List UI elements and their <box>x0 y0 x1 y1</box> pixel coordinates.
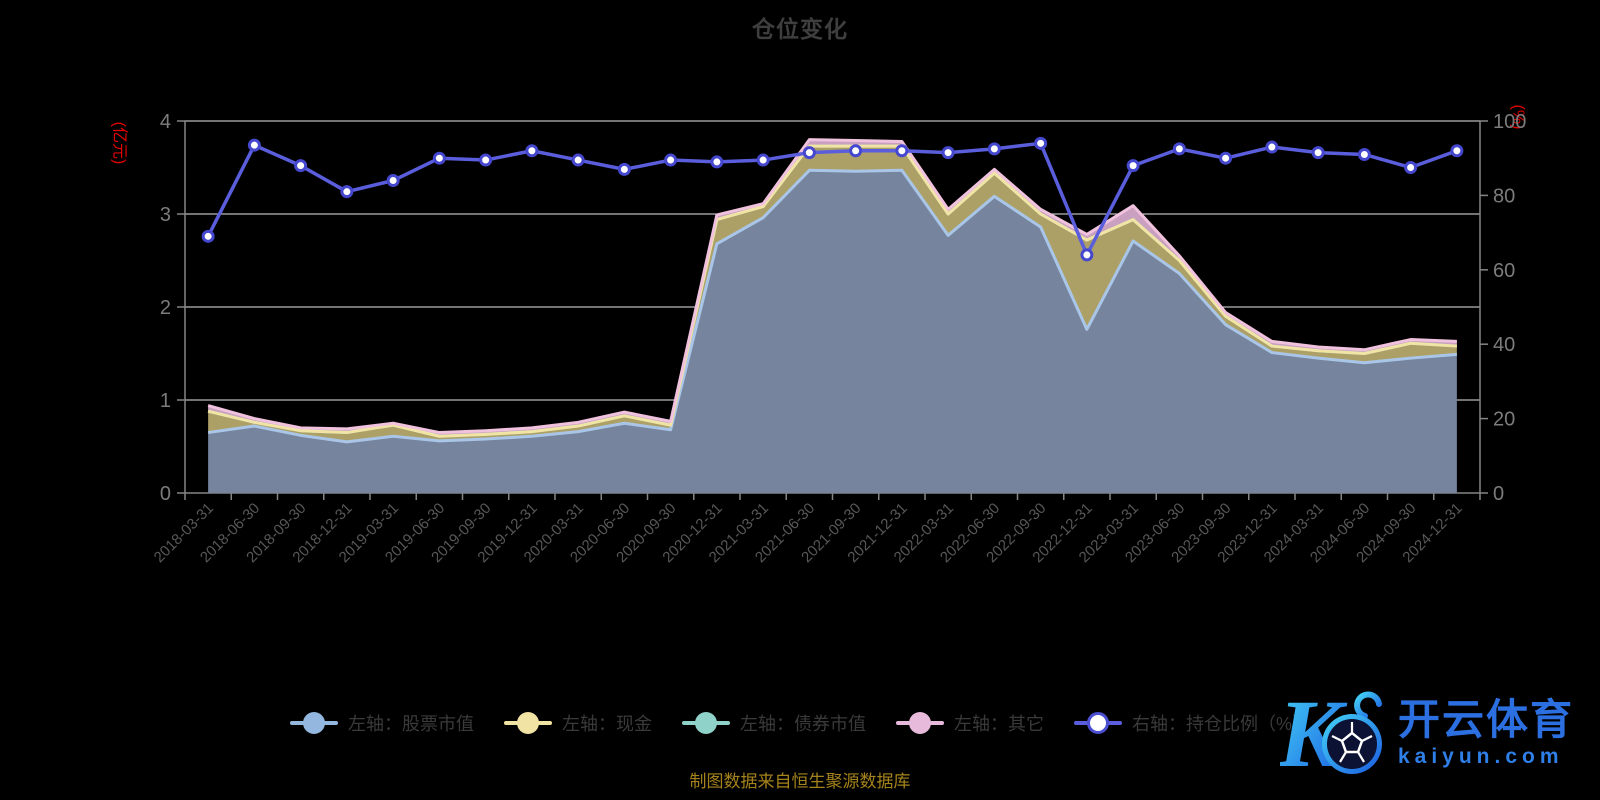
legend-label: 左轴：其它 <box>953 714 1044 734</box>
ratio-point <box>201 229 215 243</box>
legend-label: 左轴：现金 <box>561 714 652 734</box>
ratio-point <box>802 146 816 160</box>
ratio-point <box>756 153 770 167</box>
ratio-line <box>206 141 1459 257</box>
position-ratio-line <box>201 136 1464 262</box>
ratio-point <box>1450 144 1464 158</box>
left-axis-tick-label: 0 <box>160 483 171 505</box>
legend-item-1[interactable]: 左轴：现金 <box>503 710 652 736</box>
area-border-3 <box>207 138 1457 435</box>
ratio-point <box>1080 248 1094 262</box>
ratio-point <box>664 153 678 167</box>
watermark-brand: 开云体育 <box>1397 695 1574 743</box>
left-axis-tick-label: 2 <box>160 297 171 319</box>
right-axis-tick-label: 20 <box>1493 409 1515 431</box>
ratio-point <box>479 153 493 167</box>
legend-label: 左轴：债券市值 <box>739 714 866 734</box>
ratio-point <box>1404 161 1418 174</box>
watermark-domain: kaiyun.com <box>1397 745 1564 769</box>
chart-title: 仓位变化 <box>752 16 848 42</box>
ratio-point <box>617 162 631 176</box>
ratio-point <box>340 185 354 199</box>
right-axis-tick-label: 60 <box>1493 260 1515 282</box>
ratio-point <box>1219 151 1233 165</box>
legend-marker-icon <box>1073 712 1122 734</box>
ratio-point <box>1265 140 1279 154</box>
ratio-point <box>1034 136 1048 150</box>
right-axis-tick-label: 80 <box>1493 185 1515 207</box>
ratio-point <box>294 159 308 173</box>
ratio-point <box>849 144 863 158</box>
right-axis-tick-label: 40 <box>1493 334 1515 356</box>
ratio-point <box>1172 142 1186 156</box>
watermark-logo-football-icon: K <box>1280 682 1382 784</box>
ratio-point <box>1311 146 1325 160</box>
ratio-point <box>432 151 446 165</box>
ratio-point <box>1357 147 1371 161</box>
legend-marker-icon <box>289 712 338 734</box>
area-border-0 <box>207 168 1457 444</box>
x-axis-labels: 2018-03-312018-06-302018-09-302018-12-31… <box>151 500 1466 566</box>
chart-legend: 左轴：股票市值 左轴：现金 左轴：债券市值 左轴：其它 右轴：持仓比例（%） <box>0 700 1600 746</box>
watermark-text: 开云体育 kaiyun.com <box>1397 695 1574 769</box>
area-0 <box>208 170 1457 494</box>
ratio-point <box>525 144 539 158</box>
right-axis-labels: 0 20 40 60 80 100 <box>1493 111 1526 505</box>
legend-item-3[interactable]: 左轴：其它 <box>895 710 1044 736</box>
legend-marker-icon <box>681 712 730 734</box>
ratio-point <box>895 144 909 158</box>
left-axis-labels: 0 1 2 3 4 <box>160 111 171 505</box>
legend-item-2[interactable]: 左轴：债券市值 <box>681 710 866 736</box>
ratio-point <box>710 155 724 169</box>
watermark: K 开云体育 kaiyun.com <box>1280 682 1574 784</box>
legend-marker-icon <box>895 712 944 734</box>
legend-label: 右轴：持仓比例（%） <box>1131 714 1310 734</box>
stacked-areas <box>207 138 1457 494</box>
ratio-point <box>941 146 955 160</box>
ratio-point <box>247 138 261 152</box>
ratio-point <box>987 142 1001 156</box>
area-border-1 <box>207 144 1457 438</box>
legend-label: 左轴：股票市值 <box>347 714 474 734</box>
data-source-caption: 制图数据来自恒生聚源数据库 <box>689 772 911 791</box>
ratio-point <box>386 174 400 188</box>
left-axis-tick-label: 1 <box>160 390 171 412</box>
legend-marker-icon <box>503 712 552 734</box>
legend-item-4[interactable]: 右轴：持仓比例（%） <box>1073 710 1310 736</box>
ratio-point <box>1126 159 1140 173</box>
left-axis-tick-label: 3 <box>160 204 171 226</box>
left-axis-tick-label: 4 <box>160 111 171 133</box>
legend-item-0[interactable]: 左轴：股票市值 <box>289 710 474 736</box>
ratio-point <box>571 153 585 167</box>
right-axis-tick-label: 100 <box>1493 111 1526 133</box>
right-axis-tick-label: 0 <box>1493 483 1504 505</box>
